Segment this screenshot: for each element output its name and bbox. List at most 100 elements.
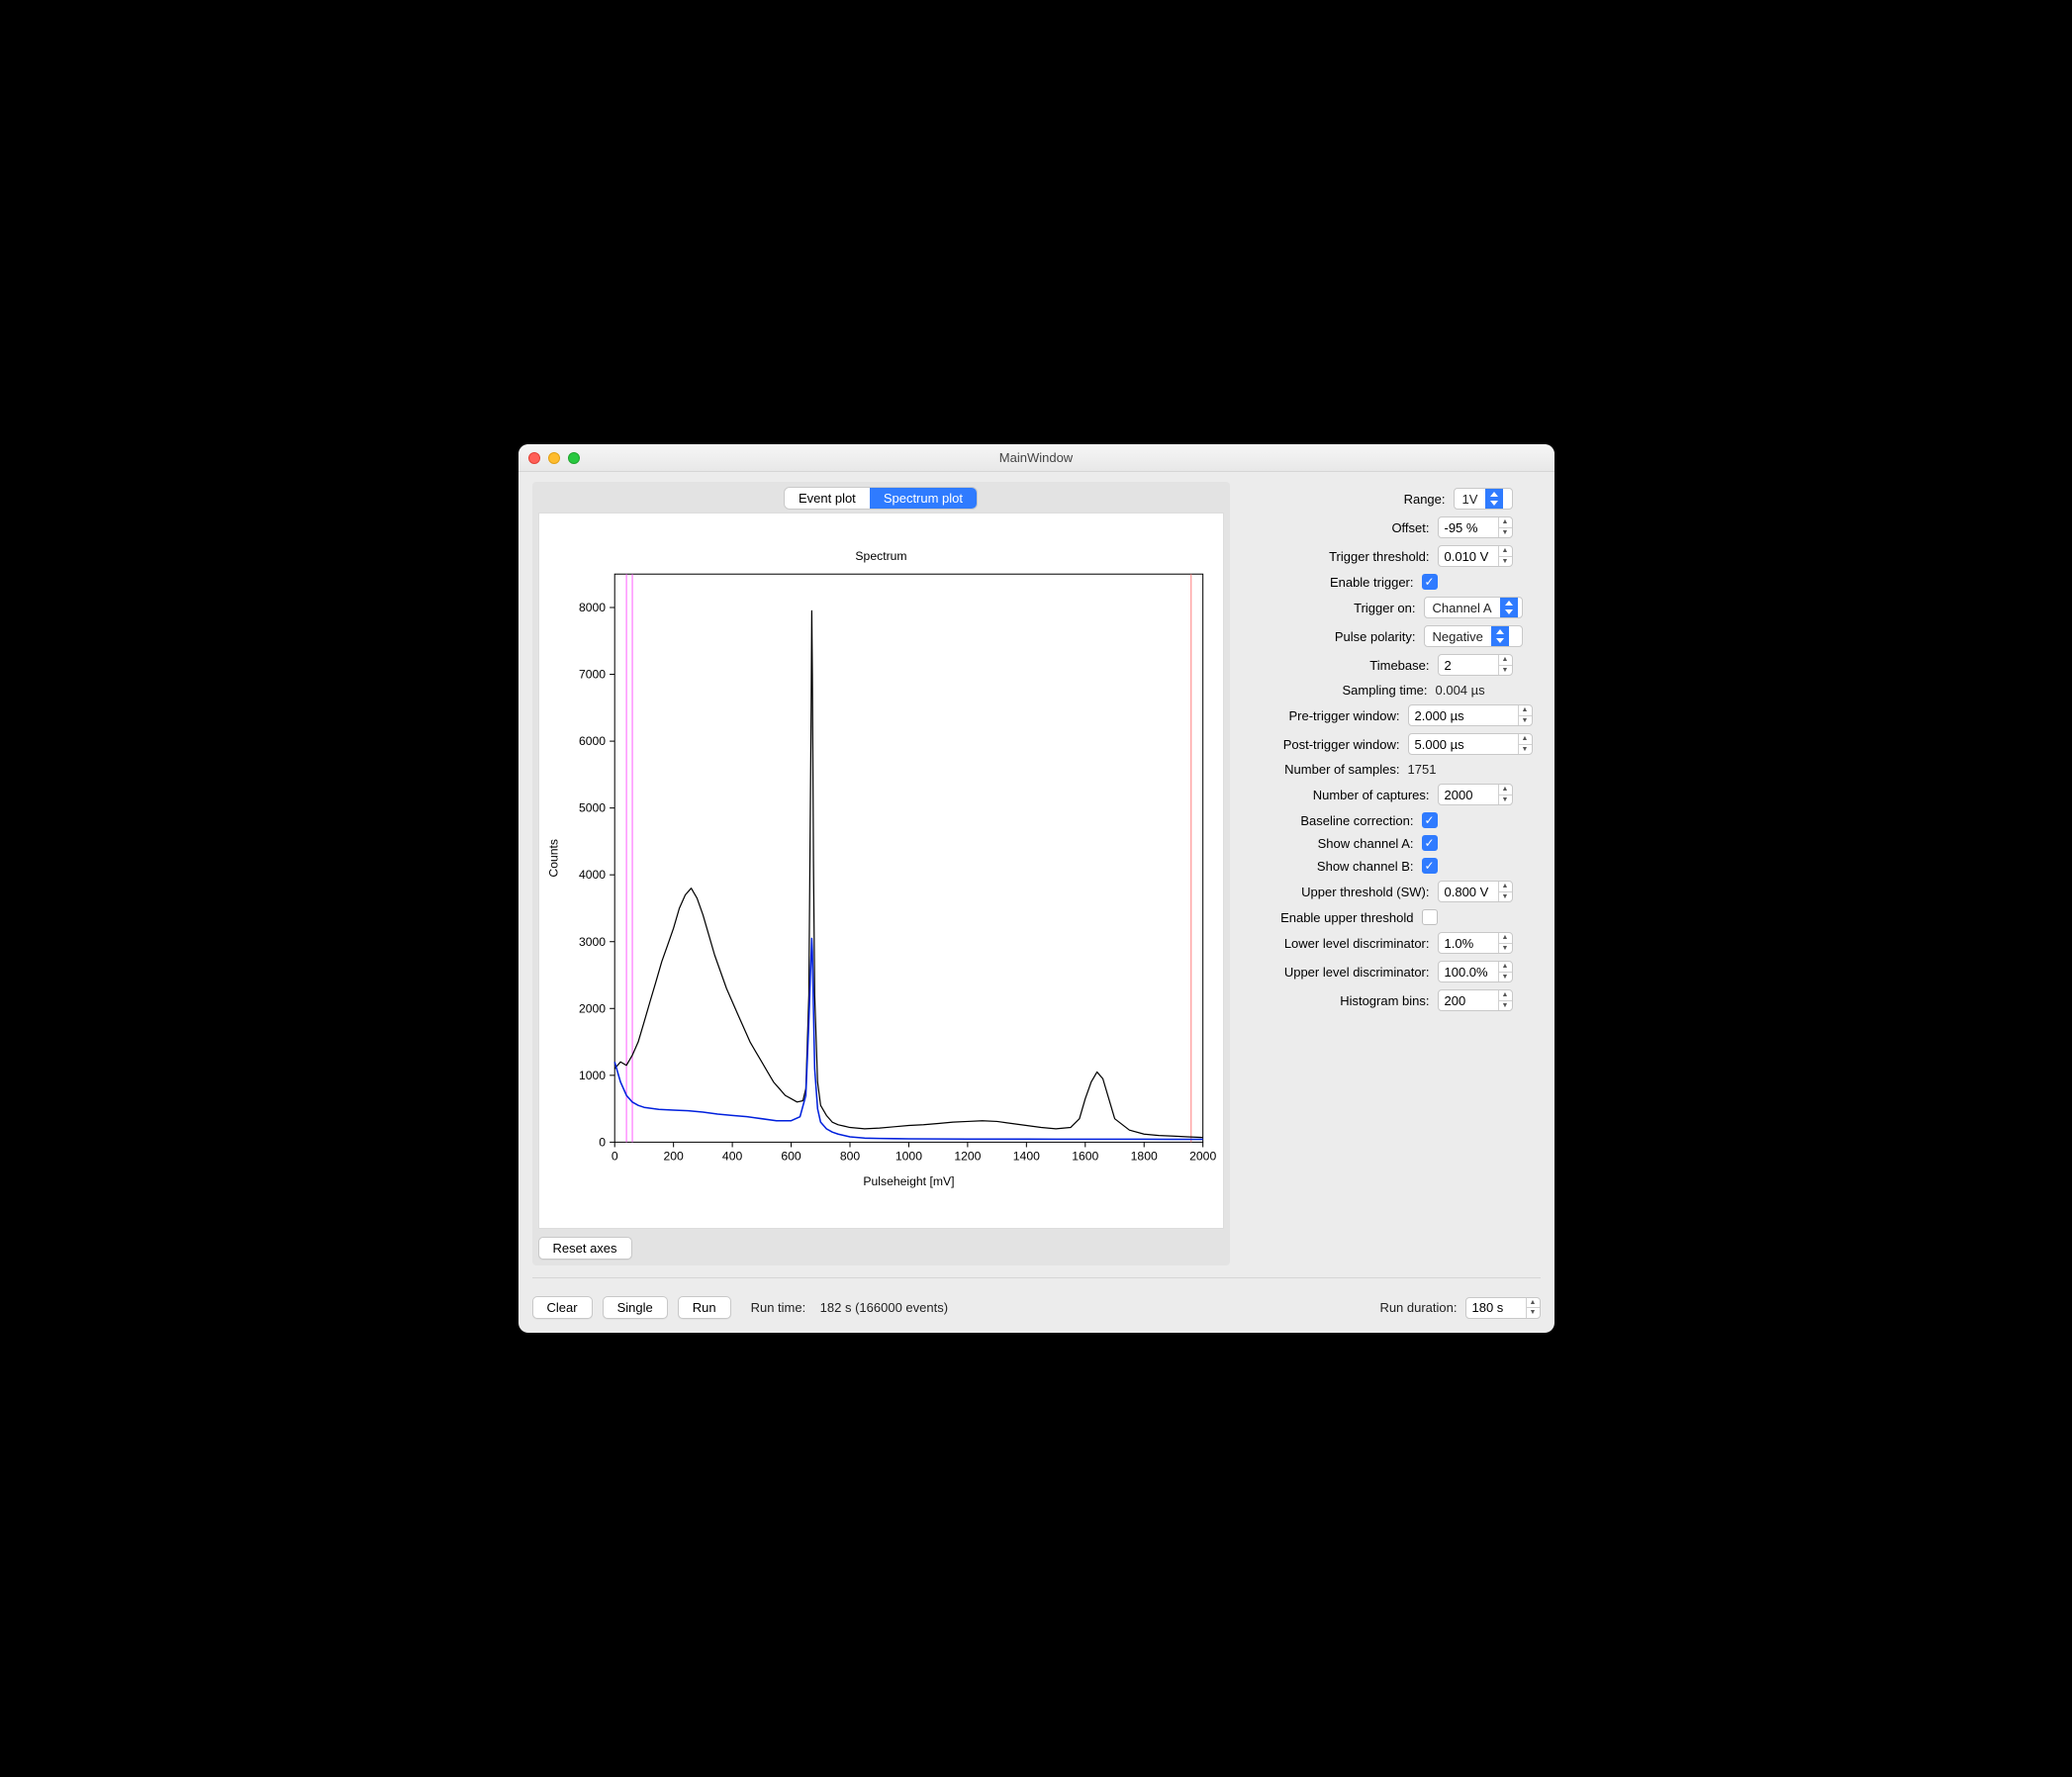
offset-input[interactable] — [1439, 517, 1498, 537]
svg-text:1000: 1000 — [895, 1150, 921, 1164]
svg-text:1800: 1800 — [1130, 1150, 1157, 1164]
pre-trigger-window-input[interactable] — [1409, 705, 1518, 725]
number-of-samples-value: 1751 — [1408, 762, 1467, 777]
histogram-bins-input[interactable] — [1439, 990, 1498, 1010]
show-channel-b-label: Show channel B: — [1244, 859, 1414, 874]
number-of-samples-row: Number of samples:1751 — [1244, 762, 1541, 777]
number-of-captures-row: Number of captures: ▲▼ — [1244, 784, 1541, 805]
show-channel-a-row: Show channel A: — [1244, 835, 1541, 851]
post-trigger-window-stepper[interactable]: ▲▼ — [1518, 734, 1532, 754]
range-label: Range: — [1244, 492, 1446, 507]
titlebar: MainWindow — [518, 444, 1554, 472]
number-of-captures-label: Number of captures: — [1244, 788, 1430, 802]
lower-level-discriminator-field[interactable]: ▲▼ — [1438, 932, 1513, 954]
trig-threshold-stepper[interactable]: ▲▼ — [1498, 546, 1512, 566]
show-channel-a-checkbox[interactable] — [1422, 835, 1438, 851]
svg-text:8000: 8000 — [578, 601, 605, 614]
number-of-captures-field[interactable]: ▲▼ — [1438, 784, 1513, 805]
svg-text:Pulseheight [mV]: Pulseheight [mV] — [863, 1174, 954, 1188]
clear-button[interactable]: Clear — [532, 1296, 593, 1319]
number-of-captures-input[interactable] — [1439, 785, 1498, 804]
pulse-polarity-label: Pulse polarity: — [1244, 629, 1416, 644]
post-trigger-window-field[interactable]: ▲▼ — [1408, 733, 1533, 755]
post-trigger-window-input[interactable] — [1409, 734, 1518, 754]
upper-level-discriminator-field[interactable]: ▲▼ — [1438, 961, 1513, 982]
svg-text:3000: 3000 — [578, 935, 605, 949]
single-button[interactable]: Single — [603, 1296, 668, 1319]
run-duration-label: Run duration: — [1379, 1300, 1457, 1315]
svg-text:2000: 2000 — [578, 1001, 605, 1015]
enable-trigger-checkbox[interactable] — [1422, 574, 1438, 590]
trig-threshold-row: Trigger threshold:▲▼ — [1244, 545, 1541, 567]
upper-level-discriminator-stepper[interactable]: ▲▼ — [1498, 962, 1512, 982]
svg-text:400: 400 — [721, 1150, 742, 1164]
trig-threshold-input[interactable] — [1439, 546, 1498, 566]
chevron-updown-icon — [1500, 598, 1518, 617]
close-icon[interactable] — [528, 452, 540, 464]
svg-text:1000: 1000 — [578, 1069, 605, 1082]
trigger-on-select[interactable]: Channel A — [1424, 597, 1523, 618]
lower-level-discriminator-stepper[interactable]: ▲▼ — [1498, 933, 1512, 953]
offset-stepper[interactable]: ▲▼ — [1498, 517, 1512, 537]
offset-row: Offset:▲▼ — [1244, 516, 1541, 538]
minimize-icon[interactable] — [548, 452, 560, 464]
upper-threshold-field[interactable]: ▲▼ — [1438, 881, 1513, 902]
window-title: MainWindow — [518, 450, 1554, 465]
zoom-icon[interactable] — [568, 452, 580, 464]
histogram-bins-row: Histogram bins:▲▼ — [1244, 989, 1541, 1011]
svg-text:1400: 1400 — [1012, 1150, 1039, 1164]
enable-upper-threshold-label: Enable upper threshold — [1244, 910, 1414, 925]
enable-trigger-label: Enable trigger: — [1244, 575, 1414, 590]
runtime-label: Run time: — [751, 1300, 806, 1315]
offset-field[interactable]: ▲▼ — [1438, 516, 1513, 538]
pre-trigger-window-label: Pre-trigger window: — [1244, 708, 1400, 723]
histogram-bins-stepper[interactable]: ▲▼ — [1498, 990, 1512, 1010]
run-duration-input[interactable] — [1466, 1298, 1526, 1318]
range-row: Range: 1V — [1244, 488, 1541, 510]
runtime-value: 182 s (166000 events) — [820, 1300, 948, 1315]
pre-trigger-window-field[interactable]: ▲▼ — [1408, 704, 1533, 726]
histogram-bins-field[interactable]: ▲▼ — [1438, 989, 1513, 1011]
baseline-correction-checkbox[interactable] — [1422, 812, 1438, 828]
sampling-time-label: Sampling time: — [1244, 683, 1428, 698]
pre-trigger-window-row: Pre-trigger window: ▲▼ — [1244, 704, 1541, 726]
upper-threshold-stepper[interactable]: ▲▼ — [1498, 882, 1512, 901]
svg-text:Counts: Counts — [546, 839, 560, 878]
pulse-polarity-select[interactable]: Negative — [1424, 625, 1523, 647]
tab-event-plot[interactable]: Event plot — [785, 488, 870, 509]
pre-trigger-window-stepper[interactable]: ▲▼ — [1518, 705, 1532, 725]
tab-spectrum-plot[interactable]: Spectrum plot — [870, 488, 977, 509]
svg-text:0: 0 — [611, 1150, 617, 1164]
lower-level-discriminator-label: Lower level discriminator: — [1244, 936, 1430, 951]
enable-trigger-row: Enable trigger: — [1244, 574, 1541, 590]
svg-text:4000: 4000 — [578, 868, 605, 882]
timebase-stepper[interactable]: ▲▼ — [1498, 655, 1512, 675]
controls-pane: Range: 1V Offset:▲▼ Trigger threshold:▲▼ Ena… — [1244, 482, 1541, 1265]
pulse-polarity-row: Pulse polarity: Negative — [1244, 625, 1541, 647]
lower-level-discriminator-row: Lower level discriminator: ▲▼ — [1244, 932, 1541, 954]
plot-pane: Event plot Spectrum plot Spectrum0200400… — [532, 482, 1230, 1265]
enable-upper-threshold-row: Enable upper threshold — [1244, 909, 1541, 925]
run-duration-stepper[interactable]: ▲▼ — [1526, 1298, 1540, 1318]
upper-level-discriminator-input[interactable] — [1439, 962, 1498, 982]
reset-axes-button[interactable]: Reset axes — [538, 1237, 632, 1260]
divider — [532, 1277, 1541, 1278]
main-window: MainWindow Event plot Spectrum plot Spec… — [518, 444, 1554, 1333]
timebase-input[interactable] — [1439, 655, 1498, 675]
number-of-captures-stepper[interactable]: ▲▼ — [1498, 785, 1512, 804]
timebase-label: Timebase: — [1244, 658, 1430, 673]
post-trigger-window-label: Post-trigger window: — [1244, 737, 1400, 752]
show-channel-a-label: Show channel A: — [1244, 836, 1414, 851]
trig-threshold-field[interactable]: ▲▼ — [1438, 545, 1513, 567]
show-channel-b-checkbox[interactable] — [1422, 858, 1438, 874]
timebase-field[interactable]: ▲▼ — [1438, 654, 1513, 676]
run-button[interactable]: Run — [678, 1296, 731, 1319]
enable-upper-threshold-checkbox[interactable] — [1422, 909, 1438, 925]
svg-text:5000: 5000 — [578, 801, 605, 815]
range-select[interactable]: 1V — [1454, 488, 1513, 510]
run-duration-field[interactable]: ▲▼ — [1465, 1297, 1541, 1319]
upper-threshold-input[interactable] — [1439, 882, 1498, 901]
sampling-time-row: Sampling time:0.004 µs — [1244, 683, 1541, 698]
lower-level-discriminator-input[interactable] — [1439, 933, 1498, 953]
svg-text:200: 200 — [663, 1150, 684, 1164]
